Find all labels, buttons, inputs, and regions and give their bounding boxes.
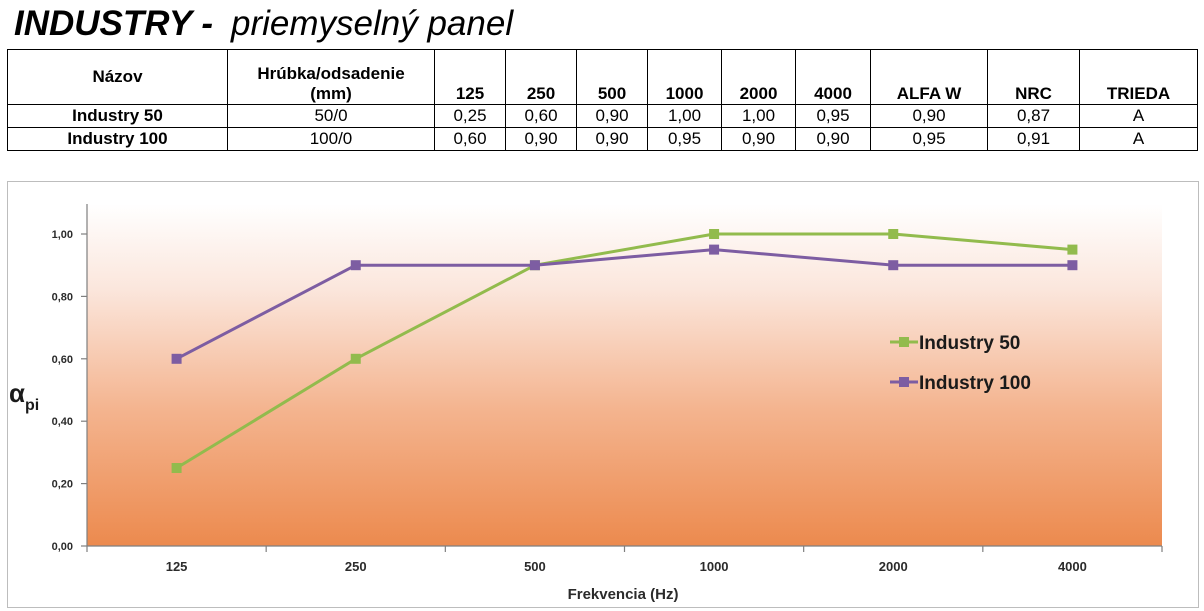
cell-thickness: 100/0 <box>227 127 435 151</box>
header-4000: 4000 <box>795 49 871 105</box>
x-tick-label: 500 <box>524 559 546 574</box>
table-row: Industry 50 50/0 0,25 0,60 0,90 1,00 1,0… <box>7 104 1198 128</box>
legend-label: Industry 50 <box>919 333 1020 354</box>
cell-thickness: 50/0 <box>227 104 435 128</box>
cell-125: 0,25 <box>434 104 506 128</box>
x-tick-label: 2000 <box>879 559 908 574</box>
cell-250: 0,60 <box>505 104 577 128</box>
cell-250: 0,90 <box>505 127 577 151</box>
title-product: INDUSTRY - <box>14 4 214 43</box>
data-point <box>1067 260 1078 271</box>
y-tick-label: 0,60 <box>52 354 73 366</box>
legend-swatch-marker <box>899 377 909 387</box>
cell-125: 0,60 <box>434 127 506 151</box>
cell-nrc: 0,87 <box>987 104 1080 128</box>
specs-table: Názov Hrúbka/odsadenie (mm) 125 250 500 … <box>7 49 1198 151</box>
data-point <box>888 260 899 271</box>
cell-2000: 1,00 <box>721 104 796 128</box>
header-name: Názov <box>7 49 228 105</box>
header-125: 125 <box>434 49 506 105</box>
table-row: Industry 100 100/0 0,60 0,90 0,90 0,95 0… <box>7 127 1198 151</box>
header-500: 500 <box>576 49 648 105</box>
data-point <box>709 244 720 255</box>
cell-2000: 0,90 <box>721 127 796 151</box>
y-tick-label: 1,00 <box>52 229 73 241</box>
x-tick-label: 1000 <box>700 559 729 574</box>
cell-alfa-w: 0,90 <box>870 104 988 128</box>
data-point <box>350 260 361 271</box>
absorption-chart: 0,00 0,20 0,40 0,60 0,80 1,00 125 250 500 1000 200… <box>9 204 1163 603</box>
series-line <box>175 248 1073 361</box>
header-thickness: Hrúbka/odsadenie (mm) <box>227 49 435 105</box>
header-trieda: TRIEDA <box>1079 49 1198 105</box>
cell-1000: 1,00 <box>647 104 722 128</box>
cell-name: Industry 50 <box>7 104 228 128</box>
cell-name: Industry 100 <box>7 127 228 151</box>
data-point <box>171 463 182 473</box>
cell-500: 0,90 <box>576 127 648 151</box>
chart-axes: 0,00 0,20 0,40 0,60 0,80 1,00 125 250 500 1000 200… <box>52 204 1163 574</box>
chart-area: 0,00 0,20 0,40 0,60 0,80 1,00 125 250 500 1000 200… <box>7 181 1199 608</box>
x-tick-label: 125 <box>166 559 188 574</box>
table-header-row: Názov Hrúbka/odsadenie (mm) 125 250 500 … <box>7 49 1198 105</box>
title-subtitle: priemyselný panel <box>231 4 514 43</box>
cell-1000: 0,95 <box>647 127 722 151</box>
data-point <box>888 229 899 239</box>
cell-nrc: 0,91 <box>987 127 1080 151</box>
header-2000: 2000 <box>721 49 796 105</box>
y-tick-label: 0,80 <box>52 291 73 303</box>
x-tick-label: 4000 <box>1058 559 1087 574</box>
chart-legend: Industry 50 Industry 100 <box>890 333 1031 394</box>
header-alfa-w: ALFA W <box>870 49 988 105</box>
cell-alfa-w: 0,95 <box>870 127 988 151</box>
y-tick-label: 0,00 <box>52 541 73 553</box>
cell-500: 0,90 <box>576 104 648 128</box>
x-tick-label: 250 <box>345 559 367 574</box>
cell-4000: 0,90 <box>795 127 871 151</box>
page-title: INDUSTRY - priemyselný panel <box>14 2 513 46</box>
legend-swatch-marker <box>899 337 909 347</box>
series-line <box>175 232 1073 470</box>
chart-lines <box>171 229 1078 473</box>
cell-trieda: A <box>1079 104 1198 128</box>
data-point <box>709 229 720 239</box>
y-tick-label: 0,40 <box>52 416 73 428</box>
header-nrc: NRC <box>987 49 1080 105</box>
data-point <box>1067 244 1078 255</box>
x-axis-label: Frekvencia (Hz) <box>568 586 679 603</box>
data-point <box>529 260 540 271</box>
header-250: 250 <box>505 49 577 105</box>
data-point <box>171 353 182 364</box>
cell-trieda: A <box>1079 127 1198 151</box>
y-axis-label: αpi <box>9 378 39 414</box>
data-point <box>350 353 361 364</box>
y-tick-label: 0,20 <box>52 479 73 491</box>
legend-label: Industry 100 <box>919 373 1031 394</box>
header-1000: 1000 <box>647 49 722 105</box>
plot-background <box>87 204 1162 546</box>
cell-4000: 0,95 <box>795 104 871 128</box>
